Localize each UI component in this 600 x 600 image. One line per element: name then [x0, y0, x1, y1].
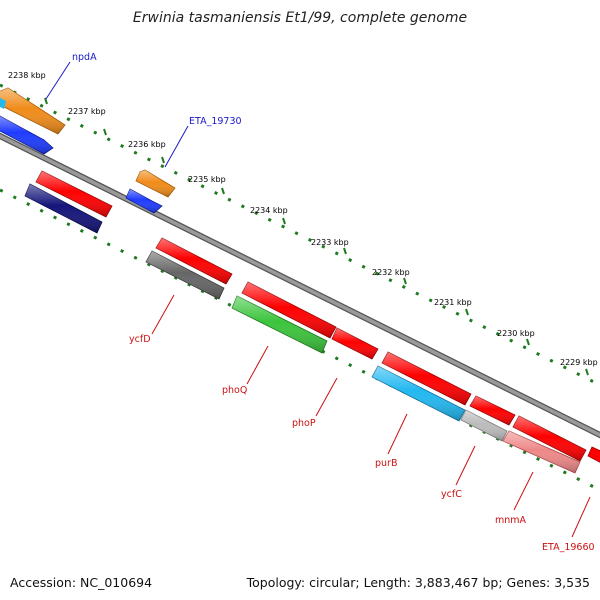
gene-red-5[interactable] [512, 415, 587, 462]
tick-2233: 2233 kbp [311, 238, 349, 255]
gene-blue-small[interactable] [125, 188, 163, 214]
tick-label: 2231 kbp [434, 298, 472, 307]
gene-navy[interactable] [24, 183, 103, 234]
tick-2229: 2229 kbp [560, 358, 598, 376]
tick-2232: 2232 kbp [372, 268, 410, 285]
gene-lightgray[interactable] [460, 409, 508, 442]
tick-label: 2235 kbp [188, 175, 226, 184]
tick-label: 2230 kbp [497, 329, 535, 338]
map-title: Erwinia tasmaniensis Et1/99, complete ge… [132, 10, 468, 26]
tick-2237: 2237 kbp [68, 107, 107, 136]
gene-red-4[interactable] [381, 351, 472, 406]
gene-red-2[interactable] [155, 237, 233, 285]
tick-2235: 2235 kbp [188, 175, 226, 195]
gene-mnmA-pink[interactable] [502, 430, 581, 474]
label-purB[interactable]: purB [375, 458, 397, 469]
tick-label: 2233 kbp [311, 238, 349, 247]
gene-npdA-orange[interactable] [0, 87, 66, 135]
gene-phoQ-green[interactable] [231, 295, 328, 354]
label-leaders [45, 61, 591, 538]
gene-ycfC-red[interactable] [469, 395, 516, 426]
gene-cyan-small[interactable] [0, 97, 6, 109]
backbone [0, 132, 600, 439]
tick-label: 2236 kbp [128, 140, 166, 149]
label-ETA_19730[interactable]: ETA_19730 [189, 116, 242, 127]
label-npdA[interactable]: npdA [72, 52, 97, 63]
tick-2236: 2236 kbp [128, 140, 166, 164]
label-phoQ[interactable]: phoQ [222, 385, 247, 396]
gene-blue-left[interactable] [0, 115, 54, 155]
tick-label: 2229 kbp [560, 358, 598, 367]
gene-phoP-red[interactable] [331, 327, 379, 360]
genome-summary-text: Topology: circular; Length: 3,883,467 bp… [246, 575, 590, 590]
gene-red-1[interactable] [35, 170, 113, 218]
tick-label: 2232 kbp [372, 268, 410, 277]
accession-text: Accession: NC_010694 [10, 575, 153, 590]
gene-purB-cyan[interactable] [371, 365, 466, 422]
label-ycfC[interactable]: ycfC [441, 489, 462, 500]
gene-ycfD-gray[interactable] [145, 250, 225, 300]
label-mnmA[interactable]: mnmA [495, 515, 527, 526]
tick-label: 2234 kbp [250, 206, 288, 215]
tick-2238: 2238 kbp [8, 71, 48, 105]
label-phoP[interactable]: phoP [292, 418, 316, 429]
tick-2234: 2234 kbp [250, 206, 288, 225]
tick-label: 2238 kbp [8, 71, 46, 80]
tick-label: 2237 kbp [68, 107, 106, 116]
label-ETA_19660[interactable]: ETA_19660 [542, 542, 595, 553]
tick-2230: 2230 kbp [497, 329, 535, 346]
gene-ETA_19730-orange[interactable] [135, 169, 176, 198]
label-ycfD[interactable]: ycfD [129, 334, 151, 345]
gene-ETA_19660-red[interactable] [587, 446, 600, 465]
tick-2231: 2231 kbp [434, 298, 472, 316]
gene-red-3[interactable] [241, 281, 337, 339]
